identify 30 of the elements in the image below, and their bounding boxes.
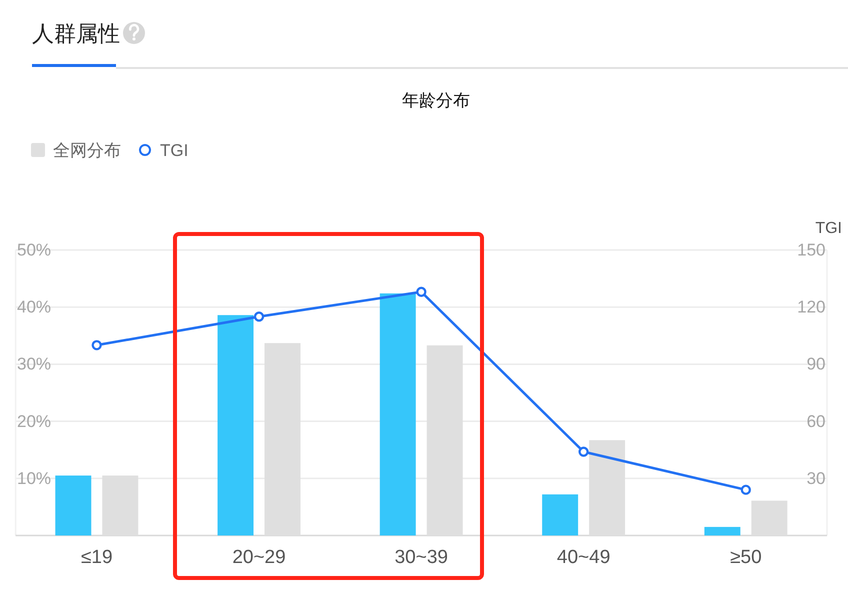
chart-subtitle: 年龄分布	[402, 91, 470, 110]
x-tick-label: ≥50	[730, 547, 762, 568]
bar	[55, 476, 92, 536]
point	[92, 340, 102, 350]
y2-tick-label: 30	[806, 468, 826, 488]
y-tick-label: 30%	[17, 354, 52, 374]
y-tick-label: 40%	[17, 298, 52, 317]
chart-title: 人群属性	[32, 21, 120, 46]
x-tick-label: ≤19	[80, 547, 113, 568]
point	[416, 286, 426, 297]
y2-tick-label: 120	[797, 298, 826, 317]
y2-tick-label: 150	[797, 240, 826, 260]
point	[578, 446, 589, 457]
y2-tick-label: 90	[806, 354, 826, 374]
legend-label: TGI	[160, 141, 188, 160]
y-tick-label: 10%	[17, 468, 52, 488]
x-tick-label: 30~39	[394, 547, 448, 568]
x-tick-label: 40~49	[556, 547, 610, 568]
x-tick-label: 20~29	[232, 547, 286, 568]
point	[740, 484, 751, 495]
y2-axis-title: TGI	[815, 220, 842, 237]
y-tick-label: 20%	[17, 412, 52, 431]
bar	[542, 494, 578, 536]
bar	[380, 293, 416, 536]
point	[254, 312, 264, 322]
y2-tick-label: 60	[806, 412, 826, 431]
bar	[704, 526, 740, 536]
legend-label: 全网分布	[53, 141, 121, 160]
y-tick-label: 50%	[17, 240, 52, 260]
bar	[218, 315, 254, 536]
